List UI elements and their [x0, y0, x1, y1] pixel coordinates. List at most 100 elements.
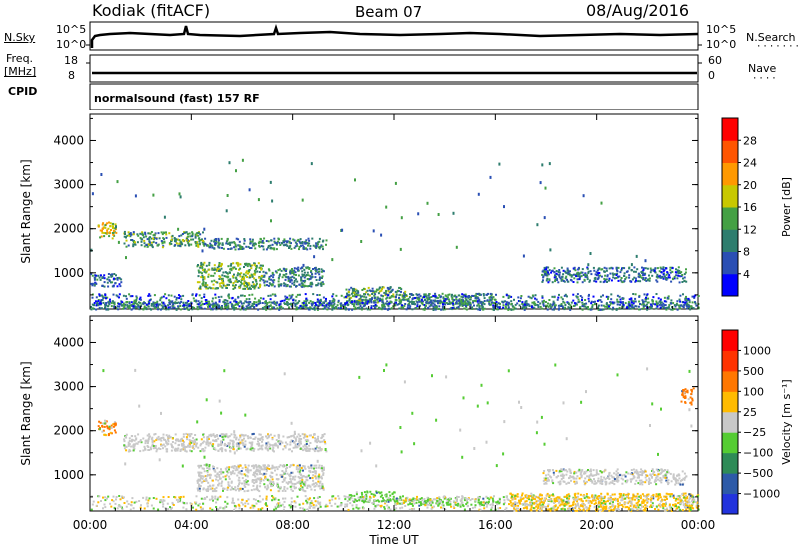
data-cell — [132, 305, 135, 308]
data-cell — [258, 245, 261, 248]
data-cell — [558, 276, 561, 279]
data-cell — [280, 283, 283, 286]
data-cell — [364, 302, 367, 305]
data-cell — [656, 468, 659, 471]
data-cell — [211, 479, 214, 482]
data-cell — [205, 488, 208, 491]
data-cell — [257, 308, 260, 311]
data-cell — [173, 237, 176, 239]
data-cell — [450, 307, 453, 309]
data-cell — [320, 276, 323, 279]
data-cell — [223, 444, 226, 447]
data-cell — [309, 283, 312, 286]
data-cell — [258, 276, 261, 279]
data-cell — [568, 307, 571, 310]
data-cell — [440, 295, 442, 298]
data-cell — [314, 485, 317, 488]
data-cell — [306, 278, 309, 280]
data-cell — [300, 438, 303, 440]
data-cell — [115, 294, 118, 297]
data-cell — [245, 301, 248, 304]
data-cell — [241, 487, 244, 490]
data-cell — [350, 301, 353, 304]
freq-panel-frame — [89, 54, 699, 83]
data-cell — [432, 302, 435, 305]
data-cell — [195, 293, 198, 296]
data-cell — [206, 467, 209, 470]
data-cell — [661, 470, 664, 473]
data-cell — [617, 300, 620, 303]
data-cell — [123, 235, 126, 238]
data-cell — [340, 305, 343, 308]
data-cell — [286, 487, 289, 490]
data-cell — [579, 306, 582, 309]
data-cell — [123, 444, 126, 447]
data-cell — [292, 464, 295, 467]
data-cell — [355, 303, 358, 306]
data-cell — [314, 272, 317, 275]
data-cell — [225, 240, 228, 243]
data-cell — [409, 305, 412, 308]
data-cell — [455, 245, 458, 249]
data-cell — [291, 478, 294, 481]
data-cell — [274, 241, 277, 244]
data-cell — [308, 242, 311, 245]
data-cell — [606, 305, 608, 308]
data-cell — [122, 304, 125, 307]
data-cell — [205, 479, 208, 482]
data-cell — [408, 301, 411, 303]
data-cell — [505, 303, 508, 306]
data-cell — [211, 445, 214, 448]
data-cell — [259, 302, 262, 305]
data-cell — [239, 447, 242, 450]
data-cell — [306, 487, 309, 489]
data-cell — [377, 297, 380, 300]
data-cell — [245, 282, 248, 284]
data-cell — [317, 485, 320, 488]
data-cell — [429, 304, 432, 307]
data-cell — [229, 268, 232, 271]
data-cell — [637, 275, 640, 278]
data-cell — [447, 298, 450, 301]
data-cell — [270, 219, 272, 223]
data-cell — [209, 287, 212, 290]
data-cell — [679, 294, 682, 297]
plot-frame — [89, 315, 699, 512]
data-cell — [294, 475, 297, 478]
data-cell — [128, 293, 131, 296]
data-cell — [480, 501, 483, 504]
data-cell — [315, 467, 318, 469]
data-cell — [182, 301, 185, 304]
data-cell — [322, 466, 325, 469]
data-cell — [312, 483, 315, 485]
data-cell — [583, 278, 586, 281]
data-cell — [207, 485, 210, 488]
data-cell — [238, 268, 240, 271]
data-cell — [257, 198, 260, 202]
data-cell — [182, 448, 185, 451]
data-cell — [259, 439, 262, 441]
data-cell — [204, 475, 207, 478]
data-cell — [246, 263, 249, 266]
data-cell — [318, 473, 321, 476]
data-cell — [292, 238, 295, 241]
data-cell — [123, 230, 126, 233]
data-cell — [441, 501, 444, 504]
data-cell — [353, 300, 356, 303]
data-cell — [103, 433, 106, 436]
data-cell — [106, 296, 109, 299]
data-cell — [200, 465, 203, 468]
data-cell — [200, 306, 203, 309]
data-cell — [656, 305, 659, 308]
data-cell — [231, 241, 234, 244]
data-cell — [114, 431, 117, 434]
data-cell — [265, 446, 268, 449]
data-cell — [282, 435, 285, 438]
data-cell — [191, 232, 194, 235]
data-cell — [461, 293, 464, 296]
data-cell — [610, 298, 613, 301]
data-cell — [179, 305, 182, 307]
data-cell — [100, 299, 103, 302]
data-cell — [584, 305, 587, 308]
data-cell — [262, 241, 265, 244]
